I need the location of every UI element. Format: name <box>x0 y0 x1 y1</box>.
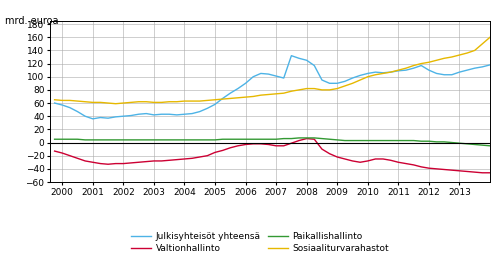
Legend: Julkisyhteisöt yhteensä, Valtionhallinto, Paikallishallinto, Sosiaaliturvarahast: Julkisyhteisöt yhteensä, Valtionhallinto… <box>131 232 389 253</box>
Text: mrd. euroa: mrd. euroa <box>5 16 59 25</box>
